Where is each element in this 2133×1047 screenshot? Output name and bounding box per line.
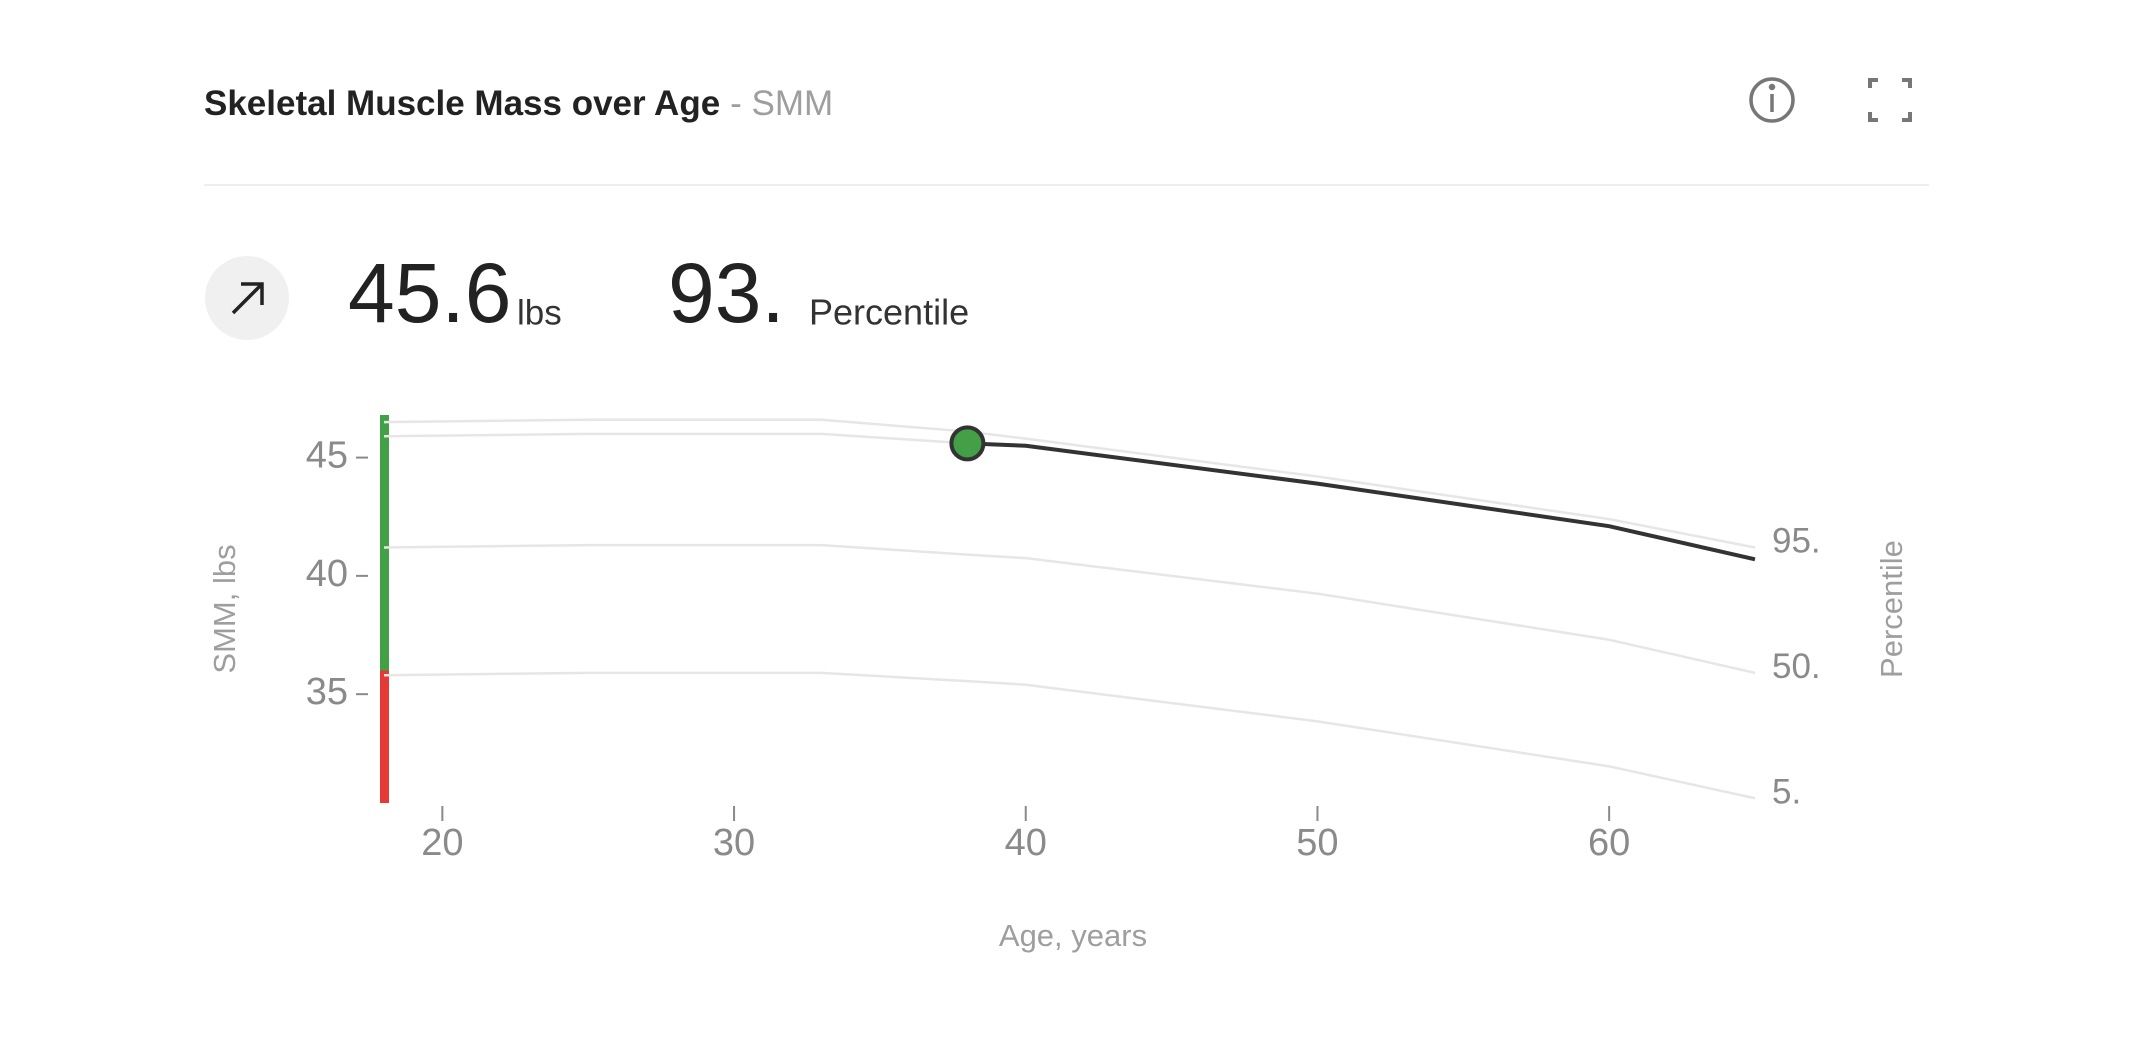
series-line: [967, 441, 1756, 562]
series-line: [383, 671, 1756, 800]
subtitle: - SMM: [730, 84, 833, 123]
y-tick-label: 40: [306, 553, 348, 595]
series-label: 95.: [1772, 522, 1821, 561]
x-tick-label: 50: [1296, 822, 1338, 864]
chart: 35 40 45 20 30 40 50 60 Age, years SMM, lbs Percen…: [207, 415, 1909, 953]
series-label: 50.: [1772, 647, 1821, 686]
x-axis-title: Age, years: [999, 918, 1147, 953]
info-button[interactable]: [1749, 77, 1795, 123]
summary-percentile: 93.: [668, 246, 785, 340]
series-line: [383, 432, 968, 445]
series-line: [383, 418, 1756, 549]
range-band: [380, 670, 389, 803]
x-tick-label: 30: [713, 822, 755, 864]
trend-icon: [205, 256, 289, 340]
fullscreen-button[interactable]: [1868, 78, 1912, 122]
series-label: 5.: [1772, 773, 1801, 812]
x-tick-label: 20: [421, 822, 463, 864]
summary-value: 45.6: [348, 246, 512, 340]
y-tick-label: 35: [306, 671, 348, 713]
x-tick-label: 40: [1005, 822, 1047, 864]
summary-unit: lbs: [517, 293, 562, 332]
summary-percentile-label: Percentile: [809, 292, 969, 333]
series-line: [383, 543, 1756, 675]
x-tick-label: 60: [1588, 822, 1630, 864]
y-tick-label: 45: [306, 435, 348, 477]
range-band: [380, 415, 389, 671]
y2-axis-title: Percentile: [1874, 540, 1909, 678]
card-title: Skeletal Muscle Mass over Age - SMM: [204, 84, 833, 123]
title: Skeletal Muscle Mass over Age: [204, 84, 720, 123]
current-point: [949, 425, 986, 462]
y-axis-title: SMM, lbs: [207, 544, 242, 673]
